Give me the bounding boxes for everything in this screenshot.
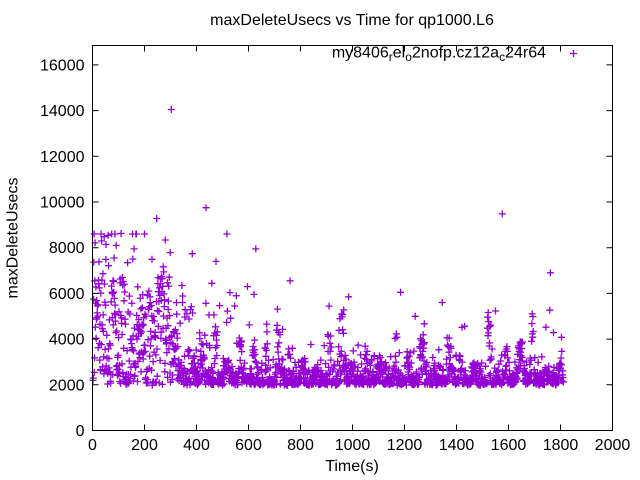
x-tick-label: 1800 xyxy=(543,437,579,454)
legend-series-marker-icon xyxy=(570,50,577,57)
x-tick-label: 200 xyxy=(131,437,158,454)
x-tick-label: 800 xyxy=(287,437,314,454)
chart-title: maxDeleteUsecs vs Time for qp1000.L6 xyxy=(210,12,494,29)
x-tick-labels: 0 200 400 600 800 1000 1200 1400 1600 1800 2000 xyxy=(88,437,630,454)
legend: my8406relo2nofp.cz12ac24r64 xyxy=(332,45,577,65)
x-tick-label: 1600 xyxy=(491,437,527,454)
x-tick-label: 2000 xyxy=(595,437,631,454)
x-tick-label: 0 xyxy=(88,437,97,454)
y-tick-label: 2000 xyxy=(49,377,85,394)
y-tick-label: 4000 xyxy=(49,332,85,349)
plot-border xyxy=(92,45,613,431)
x-axis-label: Time(s) xyxy=(325,458,379,475)
x-tick-label: 1400 xyxy=(439,437,475,454)
y-tick-label: 6000 xyxy=(49,286,85,303)
y-tick-label: 14000 xyxy=(40,103,85,120)
y-tick-labels: 0 2000 4000 6000 8000 10000 12000 14000 16000 xyxy=(40,57,85,440)
y-tick-label: 8000 xyxy=(49,240,85,257)
y-tick-label: 12000 xyxy=(40,149,85,166)
x-tick-label: 400 xyxy=(183,437,210,454)
x-tick-label: 1200 xyxy=(387,437,423,454)
legend-series-label: my8406relo2nofp.cz12ac24r64 xyxy=(332,45,546,65)
y-tick-label: 10000 xyxy=(40,195,85,212)
y-tick-label: 16000 xyxy=(40,57,85,74)
x-tick-label: 600 xyxy=(235,437,262,454)
y-axis-label: maxDeleteUsecs xyxy=(5,178,22,299)
x-tick-label: 1000 xyxy=(335,437,371,454)
y-tick-label: 0 xyxy=(76,423,85,440)
